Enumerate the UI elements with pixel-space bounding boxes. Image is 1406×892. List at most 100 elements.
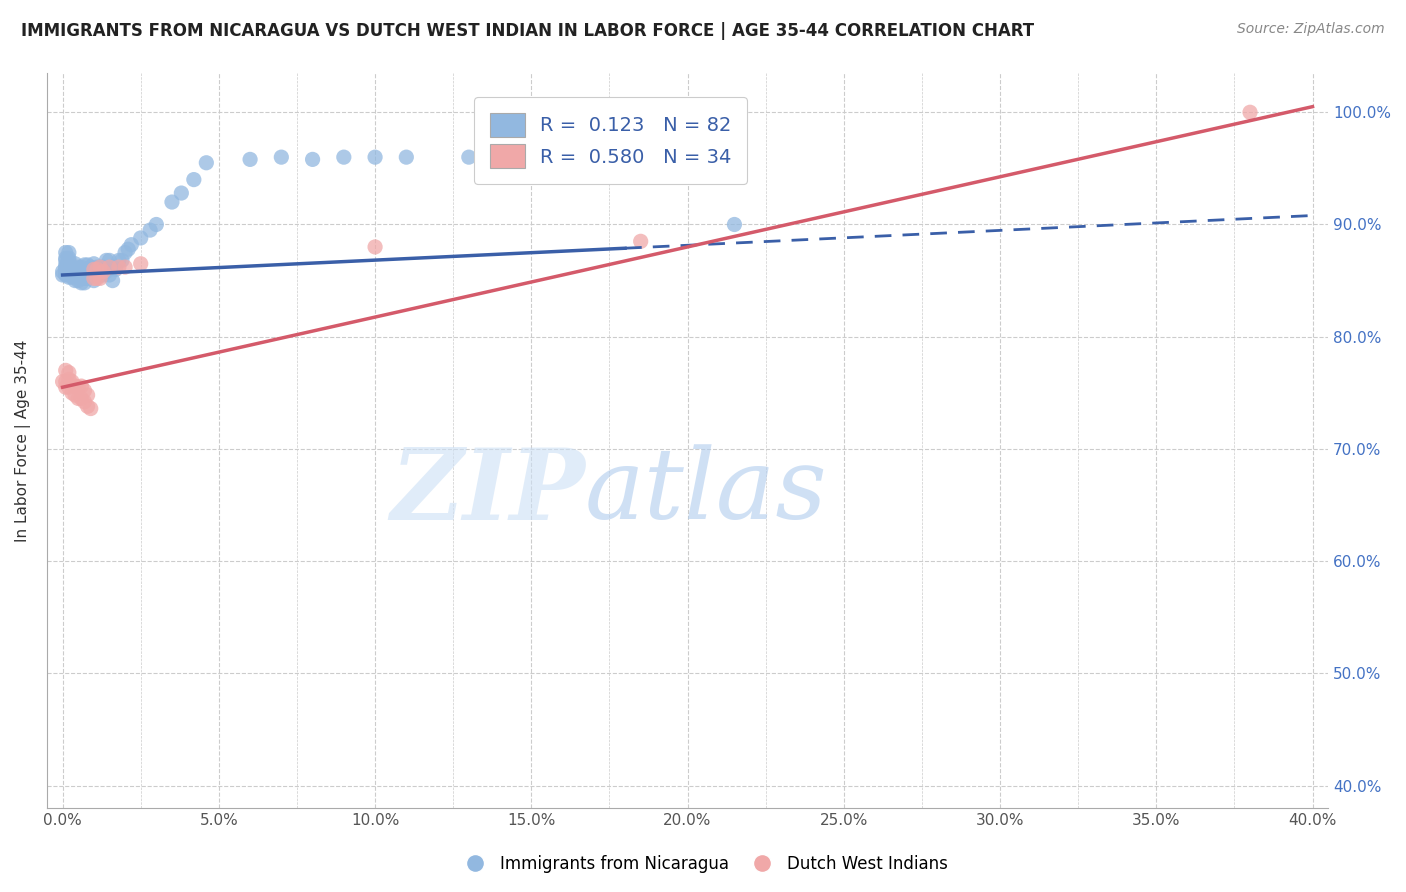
Point [723, 218, 745, 232]
Point [76, 265, 98, 279]
Point [89, 260, 111, 274]
Point [55, 258, 77, 272]
Point [239, 153, 262, 167]
Point [89, 260, 111, 274]
Point [52, 268, 75, 282]
Point [67, 260, 90, 274]
Point [52, 375, 75, 389]
Point [86, 260, 108, 274]
Legend: Immigrants from Nicaragua, Dutch West Indians: Immigrants from Nicaragua, Dutch West In… [451, 848, 955, 880]
Point [160, 195, 183, 210]
Point [598, 153, 620, 167]
Point [60, 385, 83, 400]
Legend: R =  0.123   N = 82, R =  0.580   N = 34: R = 0.123 N = 82, R = 0.580 N = 34 [474, 97, 747, 184]
Point [98, 260, 121, 274]
Point [364, 150, 387, 164]
Point [101, 260, 124, 274]
Point [457, 150, 479, 164]
Point [333, 150, 356, 164]
Point [52, 265, 75, 279]
Point [63, 274, 86, 288]
Point [91, 268, 114, 282]
Point [76, 271, 98, 285]
Point [73, 271, 96, 285]
Point [55, 265, 77, 279]
Point [183, 172, 205, 186]
Point [86, 268, 108, 282]
Point [73, 267, 96, 281]
Point [89, 271, 111, 285]
Point [83, 257, 105, 271]
Point [270, 150, 292, 164]
Point [104, 262, 127, 277]
Point [58, 253, 80, 268]
Point [83, 271, 105, 285]
Point [58, 380, 80, 394]
Point [67, 274, 90, 288]
Point [364, 240, 387, 254]
Point [60, 260, 83, 274]
Point [63, 257, 86, 271]
Point [83, 274, 105, 288]
Point [55, 375, 77, 389]
Point [58, 270, 80, 285]
Point [108, 253, 131, 268]
Point [96, 253, 118, 268]
Point [129, 257, 152, 271]
Point [67, 270, 90, 285]
Point [114, 245, 136, 260]
Point [76, 258, 98, 272]
Point [139, 223, 162, 237]
Point [80, 401, 103, 416]
Point [83, 262, 105, 277]
Point [86, 262, 108, 277]
Point [58, 267, 80, 281]
Point [55, 253, 77, 268]
Point [55, 380, 77, 394]
Point [63, 379, 86, 393]
Y-axis label: In Labor Force | Age 35-44: In Labor Force | Age 35-44 [15, 339, 31, 541]
Point [70, 276, 93, 290]
Point [73, 394, 96, 409]
Point [98, 268, 121, 282]
Point [89, 268, 111, 282]
Point [70, 260, 93, 274]
Point [114, 260, 136, 274]
Text: Source: ZipAtlas.com: Source: ZipAtlas.com [1237, 22, 1385, 37]
Point [395, 150, 418, 164]
Point [58, 245, 80, 260]
Point [80, 260, 103, 274]
Point [58, 251, 80, 265]
Point [55, 260, 77, 274]
Point [536, 150, 558, 164]
Point [60, 375, 83, 389]
Point [55, 363, 77, 377]
Point [692, 153, 714, 167]
Point [1364, 762, 1386, 776]
Point [86, 271, 108, 285]
Point [301, 153, 323, 167]
Point [63, 388, 86, 402]
Point [80, 268, 103, 282]
Point [73, 384, 96, 398]
Text: IMMIGRANTS FROM NICARAGUA VS DUTCH WEST INDIAN IN LABOR FORCE | AGE 35-44 CORREL: IMMIGRANTS FROM NICARAGUA VS DUTCH WEST … [21, 22, 1035, 40]
Point [630, 235, 652, 249]
Point [73, 258, 96, 272]
Point [111, 253, 134, 268]
Point [63, 267, 86, 281]
Point [83, 267, 105, 281]
Point [170, 186, 193, 200]
Point [117, 242, 139, 256]
Point [195, 155, 218, 169]
Point [129, 231, 152, 245]
Point [58, 372, 80, 386]
Point [70, 379, 93, 393]
Point [58, 262, 80, 277]
Point [70, 392, 93, 406]
Point [60, 265, 83, 279]
Point [55, 262, 77, 277]
Point [60, 267, 83, 281]
Point [96, 265, 118, 279]
Text: ZIP: ZIP [389, 443, 585, 541]
Point [120, 237, 142, 252]
